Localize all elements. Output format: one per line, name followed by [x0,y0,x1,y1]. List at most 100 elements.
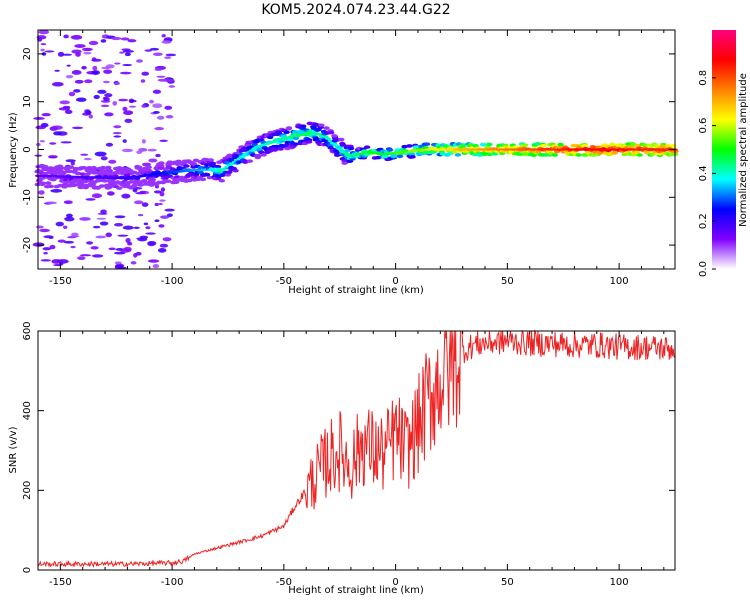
spectrogram-noise-cell [162,237,172,242]
colorbar-tick-label: 0.8 [698,70,709,86]
spectrogram-cell [186,173,194,177]
spectrogram-noise-cell [83,51,92,55]
spectrogram-noise-cell [120,37,130,41]
spectrogram-noise-cell [59,100,70,105]
snr-x-axis-label: Height of straight line (km) [288,585,424,596]
spectrogram-noise-cell [141,71,150,76]
spectrogram-cell [339,143,347,147]
spectrogram-noise-cell [71,232,79,237]
spectrogram-noise-cell [164,105,173,110]
spectrogram-cell [219,173,226,177]
spectrogram-cell [481,152,489,156]
spectrogram-noise-cell [159,199,166,202]
spectrogram-noise-cell [40,48,45,52]
spectrogram-noise-cell [119,71,132,75]
spectrogram-cell [100,169,107,174]
spectrogram-noise-cell [125,237,131,243]
spectrogram-noise-cell [152,103,163,109]
spectrogram-cell [331,134,338,138]
snr-x-tick-label: 100 [610,577,629,588]
spectrogram-noise-cell [164,208,175,212]
spectrogram-cell [90,165,97,170]
spectrogram-noise-cell [113,135,122,138]
spectrogram-cell [131,183,138,188]
spectrogram-cell [540,143,547,148]
spectrogram-cell [158,161,165,165]
spectrogram-noise-cell [114,222,124,227]
colorbar-gradient [712,30,736,269]
snr-frame [37,330,676,571]
spectrogram-noise-cell [100,209,107,215]
spectrogram-noise-cell [63,34,69,39]
spectrogram-noise-cell [50,188,63,193]
spectrogram-noise-cell [44,50,55,53]
spectrogram-noise-cell [100,156,108,161]
spectrogram-noise-cell [104,112,114,117]
snr-panel: -150 -100 -50 0 50 100 0 200 400 600 Height of st… [8,321,676,596]
spectrogram-cell [246,159,254,163]
colorbar-label: Normalized spectral amplitude [738,73,749,227]
spectrogram-noise-cell [157,78,170,82]
spectrogram-cell [423,142,431,146]
spectrogram-noise-cell [145,226,151,230]
spectrogram-noise-cell [43,235,54,239]
spectrogram-cell [47,184,54,189]
spectrogram-noise-cell [91,70,100,75]
spectrogram-cell [183,164,190,168]
spectrogram-cell [39,181,47,186]
spectrogram-noise-cell [143,222,149,226]
spectrogram-cell [401,144,408,149]
spectrogram-noise-cell [141,104,147,108]
spectrogram-noise-cell [74,44,86,48]
spectrogram-noise-cell [36,35,47,40]
spectrogram-y-tick-label: 0 [22,146,33,152]
spectrogram-cell [454,153,462,157]
spectrogram-noise-cell [141,202,149,207]
spectrogram-cell [649,152,656,157]
snr-x-tick-label: 0 [392,577,398,588]
spectrogram-noise-cell [114,261,122,265]
spectrogram-cell [283,143,290,147]
spectrogram-noise-cell [161,34,166,38]
spectrogram-noise-cell [38,29,50,35]
spectrogram-noise-cell [153,110,160,114]
spectrogram-noise-cell [118,98,129,102]
spectrogram-noise-cell [63,200,73,205]
spectrogram-noise-cell [60,141,72,144]
spectrogram-cell [164,179,172,183]
spectrogram-noise-cell [158,224,165,228]
spectrogram-noise-cell [42,247,52,251]
spectrogram-cell [581,144,588,148]
spectrogram-noise-cell [122,49,135,53]
spectrogram-noise-cell [57,51,65,57]
spectrogram-noise-cell [100,104,110,108]
spectrogram-noise-cell [65,213,73,218]
spectrogram-noise-cell [84,79,93,84]
spectrogram-noise-cell [141,162,152,167]
spectrogram-noise-cell [145,232,156,235]
spectrogram-noise-cell [45,201,57,205]
spectrogram-noise-cell [39,228,50,233]
spectrogram-cell [609,142,616,147]
spectrogram-noise-cell [85,198,96,201]
colorbar-tick-label: 0.0 [698,261,709,277]
spectrogram-noise-cell [69,235,80,238]
spectrogram-noise-cell [57,239,66,243]
colorbar-tick-label: 0.2 [698,213,709,229]
colorbar-ticks: 0.0 0.2 0.4 0.6 0.8 [698,70,716,277]
snr-axes: -150 -100 -50 0 50 100 0 200 400 600 [22,321,675,588]
spectrogram-noise-cell [73,89,81,93]
spectrogram-noise-cell [149,99,154,104]
spectrogram-noise-cell [100,39,107,43]
spectrogram-noise-cell [148,158,158,163]
spectrogram-noise-cell [165,53,177,57]
snr-x-tick-label: 50 [501,577,514,588]
spectrogram-cell [406,144,413,148]
spectrogram-cell [299,124,307,128]
spectrogram-noise-cell [122,139,127,143]
spectrogram-noise-cell [140,79,146,83]
spectrogram-cell [633,150,641,155]
spectrogram-cell [285,126,292,131]
spectrogram-noise-cell [49,142,57,145]
spectrogram-noise-cell [88,114,94,119]
